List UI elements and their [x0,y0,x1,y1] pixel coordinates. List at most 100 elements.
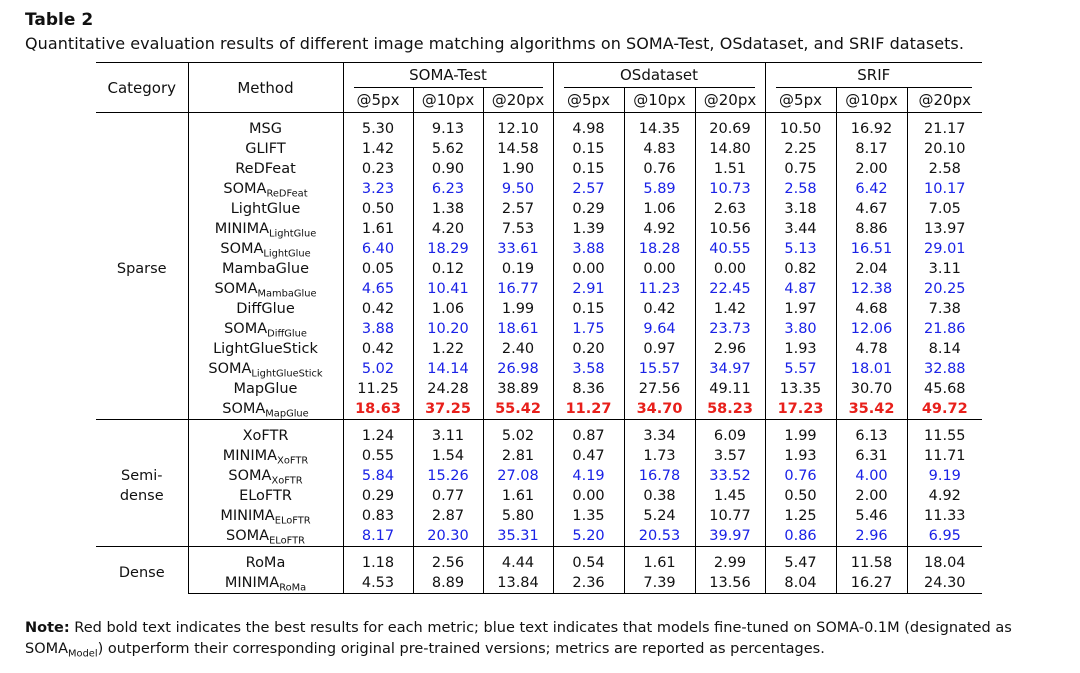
method-name: LightGlueStick [213,341,318,357]
value-cell: 1.99 [764,419,837,446]
value-cell: 3.34 [623,419,696,446]
value-cell: 0.12 [412,259,483,279]
value-cell: 6.09 [694,419,766,446]
value-cell: 8.36 [552,379,625,399]
value-cell: 35.31 [482,526,554,547]
method-name: SOMA [214,281,258,297]
value-cell: 21.86 [906,319,983,339]
value-cell: 0.86 [764,526,837,547]
value-cell: 0.76 [764,466,837,486]
header-dataset: SOMA-Test [342,62,554,88]
value-cell: 5.13 [764,239,837,259]
value-cell: 2.57 [552,179,625,199]
value-cell: 6.31 [835,446,908,466]
value-cell: 26.98 [482,359,554,379]
value-cell: 5.62 [412,139,483,159]
value-cell: 0.77 [412,486,483,506]
method-name: SOMA [220,241,264,257]
value-cell: 0.42 [342,299,413,319]
method-name: XoFTR [242,428,289,444]
table-row: SOMAELoFTR 8.17 20.30 35.31 5.20 20.53 39.97 0.… [96,526,983,547]
value-cell: 16.51 [835,239,908,259]
value-cell: 14.35 [623,112,696,139]
value-cell: 1.61 [342,219,413,239]
value-cell: 34.70 [623,399,696,420]
table-row: MINIMALightGlue 1.61 4.20 7.53 1.39 4.92 10.56… [96,219,983,239]
table-row: SOMALightGlue 6.40 18.29 33.61 3.88 18.28 40.5… [96,239,983,260]
value-cell: 12.06 [835,319,908,339]
value-cell: 49.72 [906,399,983,420]
value-cell: 2.63 [694,199,766,219]
value-cell: 37.25 [412,399,483,420]
value-cell: 0.00 [552,259,625,279]
table-row: Sparse MSG 5.30 9.13 12.10 4.98 14.35 20.69 10.5… [96,112,983,420]
method-name: ReDFeat [235,161,296,177]
value-cell: 16.78 [623,466,696,486]
value-cell: 4.00 [835,466,908,486]
value-cell: 8.17 [835,139,908,159]
value-cell: 4.92 [623,219,696,239]
value-cell: 3.44 [764,219,837,239]
value-cell: 0.00 [694,259,766,279]
method-name: SOMA [224,321,268,337]
value-cell: 27.56 [623,379,696,399]
method-name: MINIMA [220,508,275,524]
value-cell: 0.00 [552,486,625,506]
value-cell: 0.97 [623,339,696,359]
value-cell: 5.20 [552,526,625,547]
value-cell: 20.30 [412,526,483,547]
header-threshold: @20px [482,88,554,113]
value-cell: 3.88 [342,319,413,339]
value-cell: 6.40 [342,239,413,259]
value-cell: 12.10 [482,112,554,139]
table-row: SOMALightGlueStick 5.02 14.14 26.98 3.58 15.5… [96,359,983,380]
header-dataset: OSdataset [552,62,766,88]
value-cell: 32.88 [906,359,983,379]
method-subscript: MapGlue [265,408,309,420]
method-name: SOMA [223,181,267,197]
value-cell: 16.92 [835,112,908,139]
value-cell: 2.57 [482,199,554,219]
value-cell: 55.42 [482,399,554,420]
value-cell: 1.06 [412,299,483,319]
value-cell: 34.97 [694,359,766,379]
value-cell: 5.47 [764,546,837,573]
method-name: RoMa [245,555,286,571]
value-cell: 39.97 [694,526,766,547]
value-cell: 12.38 [835,279,908,299]
value-cell: 1.38 [412,199,483,219]
value-cell: 1.61 [482,486,554,506]
method-cell: MapGlue [187,379,343,399]
value-cell: 6.95 [906,526,983,547]
method-subscript: LightGlue [263,248,311,260]
method-subscript: LightGlueStick [251,368,323,380]
table-row: DiffGlue 0.42 1.06 1.99 0.15 0.42 1.42 1.97 4.68… [96,299,983,319]
value-cell: 5.24 [623,506,696,526]
value-cell: 0.82 [764,259,837,279]
value-cell: 5.02 [342,359,413,379]
value-cell: 40.55 [694,239,766,259]
value-cell: 10.20 [412,319,483,339]
value-cell: 10.50 [764,112,837,139]
table-row: SOMAXoFTR 5.84 15.26 27.08 4.19 16.78 33.52 0.7… [96,466,983,486]
value-cell: 4.53 [342,573,413,594]
value-cell: 18.28 [623,239,696,259]
value-cell: 10.73 [694,179,766,199]
value-cell: 2.58 [906,159,983,179]
table-row: LightGlue 0.50 1.38 2.57 0.29 1.06 2.63 3.18 4.6… [96,199,983,219]
value-cell: 15.26 [412,466,483,486]
value-cell: 4.83 [623,139,696,159]
value-cell: 1.06 [623,199,696,219]
value-cell: 10.41 [412,279,483,299]
method-cell: SOMAELoFTR [187,526,343,547]
method-subscript: MambaGlue [257,288,317,300]
value-cell: 3.88 [552,239,625,259]
value-cell: 5.80 [482,506,554,526]
value-cell: 2.00 [835,486,908,506]
value-cell: 11.71 [906,446,983,466]
method-cell: XoFTR [187,419,343,446]
method-subscript: RoMa [279,582,307,594]
value-cell: 2.96 [835,526,908,547]
category-cell: Sparse [96,112,188,420]
value-cell: 14.14 [412,359,483,379]
